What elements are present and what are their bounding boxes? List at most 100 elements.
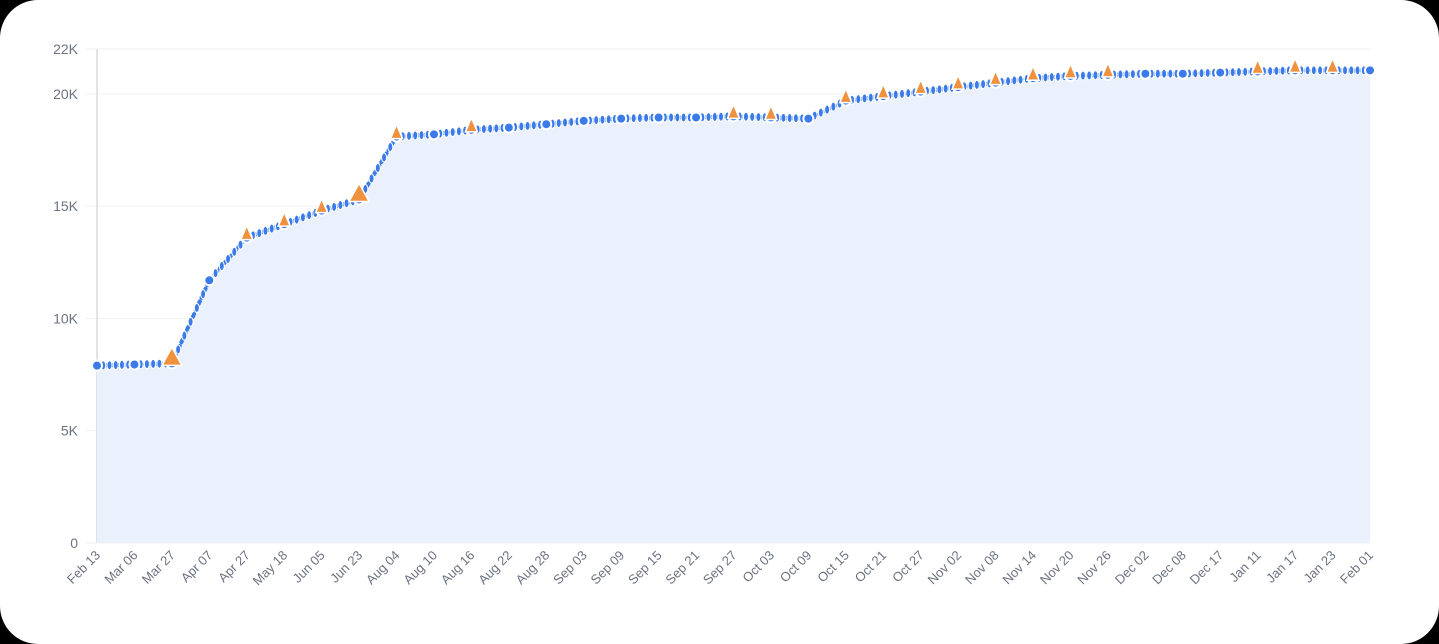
- data-point[interactable]: [1005, 76, 1012, 87]
- data-point[interactable]: [905, 88, 912, 99]
- data-point[interactable]: [443, 127, 450, 138]
- data-point-marker[interactable]: [1364, 64, 1376, 77]
- event-triangle-marker[interactable]: [876, 82, 891, 99]
- data-point[interactable]: [817, 107, 824, 118]
- event-triangle-marker[interactable]: [726, 102, 741, 120]
- data-point[interactable]: [742, 111, 749, 122]
- data-point[interactable]: [680, 112, 687, 123]
- event-triangle-marker[interactable]: [951, 73, 966, 90]
- data-point[interactable]: [262, 225, 269, 236]
- data-point[interactable]: [1167, 68, 1174, 79]
- data-point[interactable]: [1273, 65, 1280, 76]
- data-point[interactable]: [973, 79, 980, 90]
- data-point[interactable]: [530, 120, 537, 131]
- data-point[interactable]: [830, 101, 837, 112]
- data-point-marker[interactable]: [540, 118, 553, 131]
- data-point[interactable]: [524, 120, 531, 131]
- data-point[interactable]: [867, 92, 874, 103]
- data-point[interactable]: [562, 117, 569, 128]
- data-point-marker[interactable]: [1139, 67, 1152, 80]
- event-triangle-marker[interactable]: [1325, 56, 1340, 74]
- data-point[interactable]: [368, 173, 375, 184]
- data-point[interactable]: [643, 112, 650, 123]
- data-point[interactable]: [381, 152, 388, 163]
- data-point[interactable]: [1054, 71, 1061, 82]
- data-point[interactable]: [268, 223, 275, 234]
- data-point[interactable]: [156, 358, 163, 369]
- data-point[interactable]: [599, 114, 606, 125]
- data-point[interactable]: [593, 115, 600, 126]
- data-point-marker[interactable]: [577, 114, 590, 127]
- data-point-marker[interactable]: [128, 358, 141, 371]
- data-point[interactable]: [374, 163, 381, 174]
- data-point[interactable]: [225, 253, 232, 264]
- data-point[interactable]: [1348, 65, 1355, 76]
- data-point[interactable]: [418, 130, 425, 141]
- data-point[interactable]: [980, 79, 987, 90]
- data-point[interactable]: [1229, 67, 1236, 78]
- data-point-marker[interactable]: [615, 112, 628, 125]
- data-point[interactable]: [493, 123, 500, 134]
- event-triangle-marker[interactable]: [464, 115, 479, 133]
- data-point[interactable]: [480, 124, 487, 135]
- data-point[interactable]: [193, 302, 200, 313]
- data-point[interactable]: [855, 94, 862, 105]
- data-point[interactable]: [1092, 70, 1099, 81]
- data-point[interactable]: [630, 113, 637, 124]
- data-point[interactable]: [412, 130, 419, 141]
- event-triangle-marker[interactable]: [239, 223, 254, 241]
- data-point[interactable]: [1042, 72, 1049, 83]
- data-point[interactable]: [711, 111, 718, 122]
- data-point[interactable]: [1011, 75, 1018, 86]
- data-point[interactable]: [200, 289, 207, 300]
- event-triangle-marker[interactable]: [1025, 64, 1041, 81]
- data-point[interactable]: [181, 330, 188, 341]
- data-point[interactable]: [150, 358, 157, 369]
- data-point[interactable]: [674, 112, 681, 123]
- data-point[interactable]: [293, 214, 300, 225]
- data-point[interactable]: [1235, 67, 1242, 78]
- data-point[interactable]: [387, 142, 394, 153]
- event-triangle-marker[interactable]: [913, 77, 928, 95]
- data-point[interactable]: [792, 113, 799, 124]
- data-point[interactable]: [780, 112, 787, 123]
- data-point[interactable]: [1317, 65, 1324, 76]
- data-point[interactable]: [668, 112, 675, 123]
- data-point[interactable]: [1198, 68, 1205, 79]
- data-point[interactable]: [749, 111, 756, 122]
- data-point-marker[interactable]: [91, 359, 103, 372]
- data-point[interactable]: [1123, 69, 1130, 80]
- data-point[interactable]: [406, 130, 413, 141]
- data-point[interactable]: [455, 126, 462, 137]
- data-point[interactable]: [175, 344, 182, 355]
- data-point[interactable]: [487, 123, 494, 134]
- data-point[interactable]: [568, 116, 575, 127]
- data-point[interactable]: [187, 316, 194, 327]
- data-point[interactable]: [930, 85, 937, 96]
- data-point[interactable]: [212, 268, 219, 279]
- data-point-marker[interactable]: [1176, 67, 1189, 80]
- event-triangle-marker[interactable]: [314, 196, 329, 214]
- data-point[interactable]: [112, 360, 119, 371]
- data-point[interactable]: [1310, 65, 1317, 76]
- data-point[interactable]: [299, 212, 306, 223]
- event-triangle-marker[interactable]: [763, 103, 779, 121]
- data-point[interactable]: [1304, 65, 1311, 76]
- event-triangle-marker[interactable]: [389, 122, 404, 140]
- data-point[interactable]: [231, 246, 238, 257]
- data-point[interactable]: [636, 113, 643, 124]
- data-point[interactable]: [942, 83, 949, 94]
- data-point[interactable]: [1079, 70, 1086, 81]
- event-triangle-marker[interactable]: [160, 345, 184, 367]
- data-point[interactable]: [1154, 68, 1161, 79]
- data-point[interactable]: [936, 84, 943, 95]
- data-point[interactable]: [449, 127, 456, 138]
- data-point[interactable]: [106, 360, 113, 371]
- data-point[interactable]: [605, 114, 612, 125]
- event-triangle-marker[interactable]: [838, 86, 853, 104]
- event-triangle-marker[interactable]: [988, 68, 1003, 86]
- event-triangle-marker[interactable]: [1287, 56, 1303, 74]
- data-point-marker[interactable]: [427, 128, 440, 141]
- data-point-marker[interactable]: [502, 121, 515, 134]
- data-point[interactable]: [1117, 69, 1124, 80]
